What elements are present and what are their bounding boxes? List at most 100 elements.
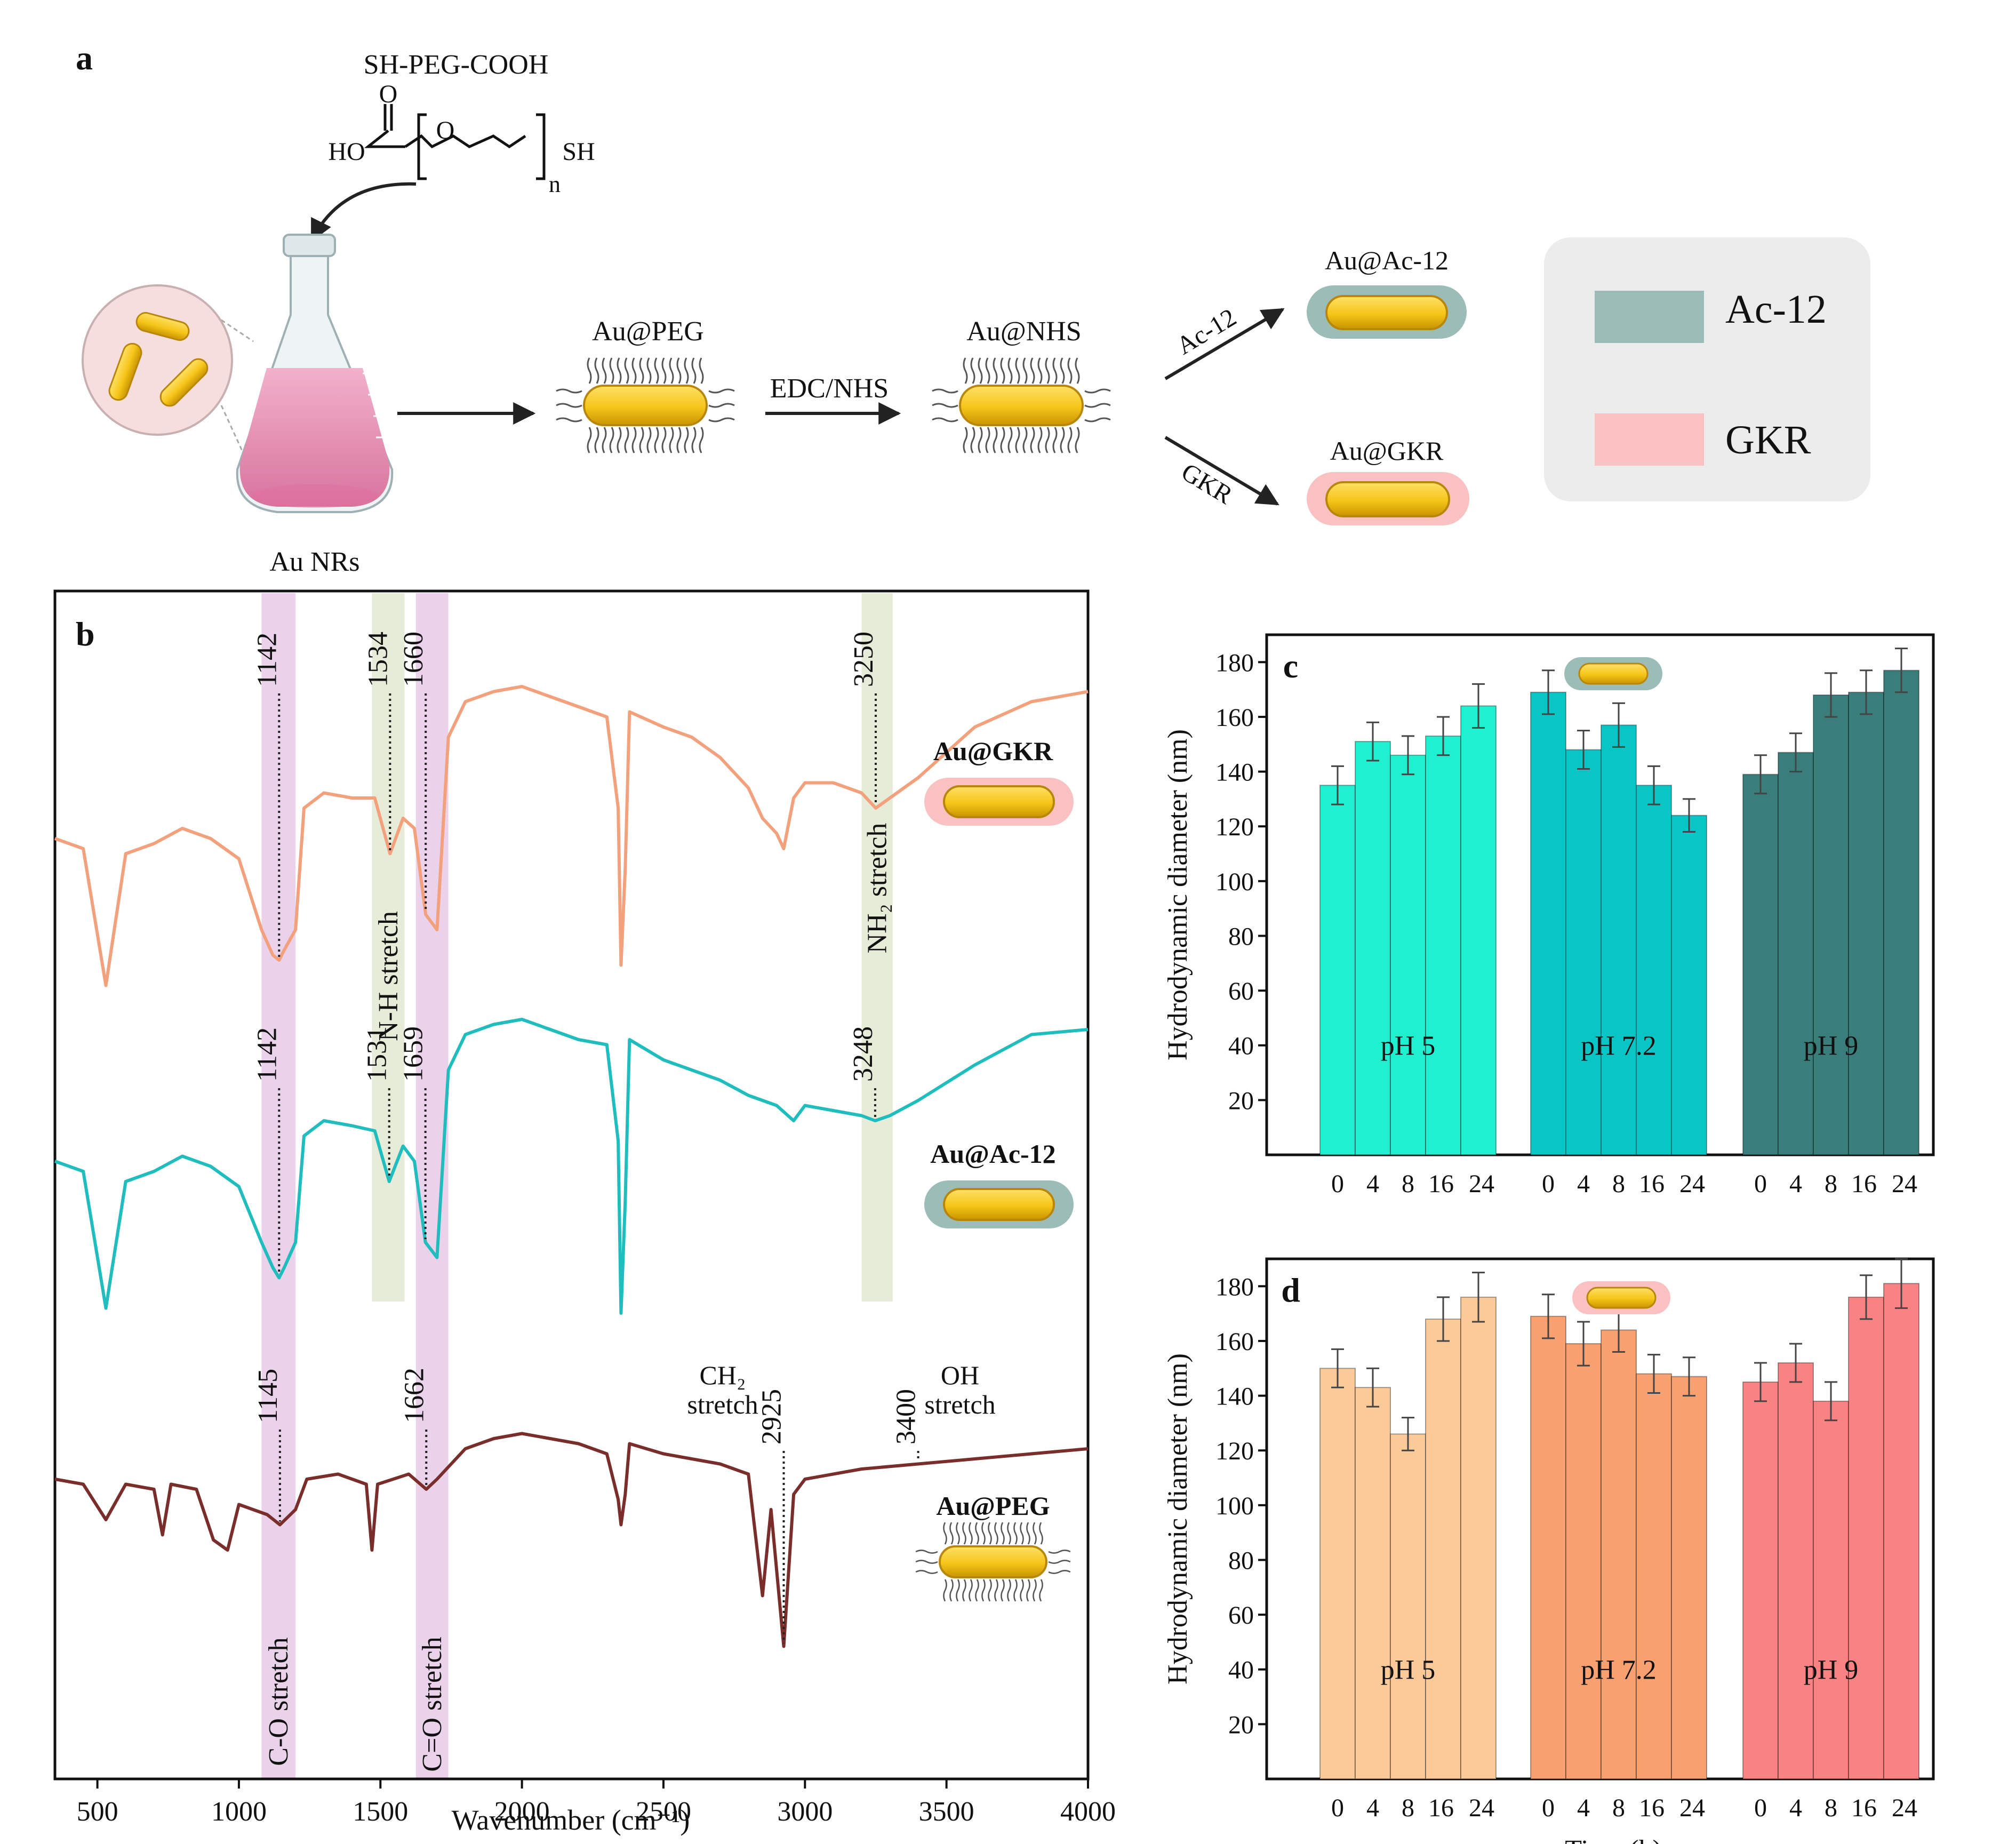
y-tick-label: 160: [1215, 704, 1254, 732]
band-3: [861, 593, 893, 1302]
series-label: Au@PEG: [936, 1491, 1050, 1521]
x-tick-label: 4: [1789, 1170, 1802, 1198]
y-tick-label: 180: [1215, 1273, 1254, 1301]
panel-label-d: d: [1281, 1271, 1300, 1309]
bar: [1425, 1318, 1461, 1780]
x-tick-label: 0: [1754, 1794, 1767, 1822]
y-tick-label: 120: [1215, 1437, 1254, 1465]
gkr-arrow-label: GKR: [1177, 458, 1237, 510]
x-tick-label: 2000: [494, 1797, 550, 1827]
formula-o-label: O: [379, 80, 398, 108]
au-nrs-label: Au NRs: [269, 547, 359, 577]
oh-annotation: OH: [941, 1360, 979, 1390]
x-tick-label: 4: [1577, 1794, 1590, 1822]
x-tick-label: 8: [1402, 1794, 1414, 1822]
x-tick-label: 8: [1612, 1794, 1625, 1822]
formula-sh-label: SH: [562, 138, 595, 166]
x-tick-label: 16: [1639, 1794, 1665, 1822]
peg-ligands: [556, 357, 735, 453]
panel-label-b: b: [76, 615, 95, 653]
ftir-plot-frame: [53, 589, 1090, 1781]
bar: [1355, 741, 1391, 1155]
oh-annotation: stretch: [924, 1390, 995, 1419]
x-tick-label: 16: [1428, 1794, 1454, 1822]
legend-label-ac12: Ac-12: [1725, 287, 1827, 332]
bar: [1565, 749, 1602, 1156]
y-tick-label: 180: [1215, 649, 1254, 677]
group-label: pH 9: [1804, 1655, 1859, 1686]
group-label: pH 5: [1381, 1031, 1436, 1061]
arrow-gkr: [1164, 436, 1279, 506]
peak-label: 1145: [253, 1369, 283, 1423]
bar: [1460, 705, 1497, 1155]
x-tick-label: 16: [1639, 1170, 1665, 1198]
x-tick-label: 3500: [919, 1797, 974, 1827]
gold-nanorod: [1578, 662, 1649, 685]
x-tick-label: 2500: [636, 1797, 691, 1827]
group-label: pH 7.2: [1581, 1031, 1657, 1061]
flask-icon: [236, 234, 394, 513]
bar: [1530, 1315, 1566, 1779]
bar: [1530, 691, 1566, 1155]
x-tick-label: 4: [1577, 1170, 1590, 1198]
y-tick-label: 60: [1228, 977, 1254, 1005]
bar: [1565, 1343, 1602, 1779]
y-tick-label: 100: [1215, 1492, 1254, 1520]
x-tick-label: 1500: [353, 1797, 408, 1827]
legend-swatch-ac12: [1595, 291, 1704, 343]
bar: [1778, 752, 1814, 1155]
x-tick-label: 4: [1366, 1794, 1379, 1822]
peak-label: 3248: [848, 1026, 878, 1082]
au-gkr-label: Au@GKR: [1330, 436, 1444, 466]
y-tick-label: 20: [1228, 1711, 1254, 1739]
x-tick-label: 24: [1679, 1170, 1705, 1198]
x-tick-label: 16: [1428, 1170, 1454, 1198]
bar: [1319, 785, 1356, 1155]
au-nhs-label: Au@NHS: [966, 316, 1081, 347]
band-label: C=O stretch: [417, 1637, 447, 1771]
x-tick-label: 8: [1612, 1170, 1625, 1198]
x-tick-label: 4: [1789, 1794, 1802, 1822]
bar: [1601, 1329, 1637, 1780]
au-ac12-rod: [1307, 285, 1467, 339]
peg-structure: [364, 104, 546, 180]
bar: [1601, 724, 1637, 1156]
y-axis-label: Hydrodynamic diameter (nm): [1163, 1353, 1193, 1685]
x-tick-label: 8: [1825, 1170, 1837, 1198]
x-tick-label: 24: [1469, 1170, 1494, 1198]
band-label: NH₂ stretch: [862, 823, 893, 954]
x-tick-label: 24: [1469, 1794, 1494, 1822]
bar: [1425, 735, 1461, 1155]
peak-label: 2925: [757, 1389, 787, 1444]
bar: [1355, 1387, 1391, 1780]
y-tick-label: 140: [1215, 1383, 1254, 1411]
bar: [1460, 1296, 1497, 1779]
x-tick-label: 0: [1331, 1794, 1344, 1822]
x-tick-label: 24: [1892, 1794, 1917, 1822]
band-label: C-O stretch: [263, 1637, 294, 1766]
y-axis-label: Hydrodynamic diameter (nm): [1163, 729, 1193, 1060]
au-nhs-rod: [932, 357, 1111, 453]
nanorod-zoom-circle: [82, 284, 254, 470]
panel-label-a: a: [76, 39, 93, 77]
y-tick-label: 40: [1228, 1032, 1254, 1060]
gold-nanorod: [583, 385, 708, 426]
x-tick-label: 24: [1679, 1794, 1705, 1822]
bar: [1671, 815, 1707, 1155]
ftir-panel: C-O stretch C=O stretch N-H stretch NH₂ str…: [53, 589, 1116, 1836]
au-gkr-rod: [1307, 472, 1469, 525]
bar: [1319, 1368, 1356, 1779]
x-tick-label: 3000: [777, 1797, 833, 1827]
edc-nhs-label: EDC/NHS: [770, 373, 889, 404]
gold-nanorod: [1586, 1287, 1657, 1309]
y-tick-label: 140: [1215, 759, 1254, 787]
peg-ligands: [915, 1522, 1071, 1602]
x-tick-label: 16: [1851, 1170, 1877, 1198]
panel-label-c: c: [1283, 647, 1298, 685]
y-tick-label: 120: [1215, 813, 1254, 841]
band-2: [372, 593, 405, 1302]
spectrum-line-1: [54, 685, 1089, 987]
y-tick-label: 80: [1228, 1546, 1254, 1575]
y-tick-label: 60: [1228, 1601, 1254, 1630]
